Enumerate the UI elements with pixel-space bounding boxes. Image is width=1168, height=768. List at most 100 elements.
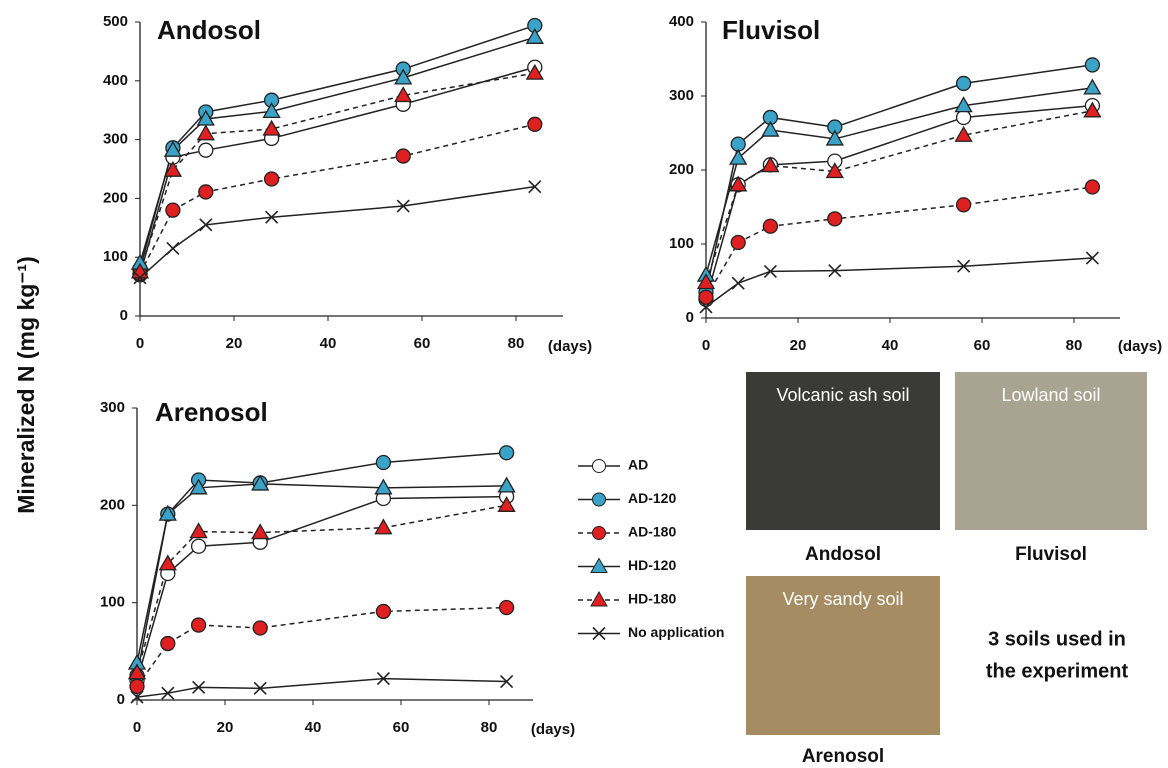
marker	[955, 75, 972, 92]
marker	[954, 125, 973, 142]
y-tick-label: 400	[103, 72, 128, 89]
marker	[761, 120, 780, 137]
marker	[133, 271, 147, 285]
x-tick-label: 0	[702, 337, 710, 354]
x-tick-label: 80	[508, 335, 525, 352]
x-tick-label: 20	[217, 719, 234, 736]
legend-marker	[592, 492, 606, 507]
marker	[158, 554, 177, 571]
x-axis-label: (days)	[1118, 338, 1162, 355]
marker	[189, 478, 208, 495]
legend-label: HD-180	[628, 591, 676, 607]
marker	[251, 523, 270, 540]
marker	[500, 674, 514, 689]
x-tick-label: 20	[790, 337, 807, 354]
marker	[525, 63, 544, 80]
marker	[825, 162, 844, 179]
marker	[957, 259, 971, 273]
series-line	[705, 64, 1093, 293]
photo-label: Fluvisol	[1015, 544, 1087, 565]
marker	[265, 210, 279, 224]
x-axis-label: (days)	[531, 721, 575, 738]
chart-title: Fluvisol	[722, 15, 820, 45]
marker	[161, 686, 175, 700]
x-tick-label: 40	[305, 719, 322, 736]
marker	[729, 175, 748, 192]
y-tick-label: 300	[103, 131, 128, 148]
x-tick-label: 80	[481, 719, 498, 736]
series-line	[136, 495, 507, 681]
y-tick-label: 500	[103, 13, 128, 30]
marker	[190, 538, 207, 554]
marker	[192, 680, 206, 694]
marker	[252, 620, 268, 636]
x-tick-label: 60	[393, 719, 410, 736]
series-line	[139, 36, 536, 264]
legend-label: AD-180	[628, 524, 676, 540]
marker	[394, 68, 413, 85]
y-tick-label: 200	[100, 496, 125, 513]
marker	[198, 142, 214, 158]
marker	[375, 603, 392, 620]
marker	[1084, 179, 1101, 195]
marker	[396, 199, 410, 213]
marker	[262, 119, 281, 136]
marker	[251, 474, 270, 491]
marker	[160, 635, 176, 652]
marker	[1083, 101, 1102, 118]
marker	[1083, 78, 1102, 95]
series-line	[136, 483, 507, 664]
marker	[525, 27, 544, 44]
marker	[199, 218, 213, 232]
legend-marker	[592, 526, 606, 540]
marker	[166, 241, 180, 255]
marker	[696, 273, 716, 290]
marker	[528, 180, 542, 194]
marker	[498, 445, 515, 461]
y-tick-label: 400	[669, 13, 694, 30]
marker	[127, 663, 147, 680]
y-axis-label: Mineralized N (mg kg⁻¹)	[13, 256, 39, 514]
marker	[827, 211, 843, 227]
legend-marker	[590, 590, 608, 607]
marker	[158, 504, 177, 521]
marker	[498, 599, 515, 616]
marker	[163, 140, 183, 157]
marker	[374, 478, 393, 495]
marker	[374, 518, 393, 535]
marker	[729, 148, 748, 165]
photo	[746, 576, 940, 735]
marker	[497, 496, 516, 512]
x-tick-label: 60	[974, 337, 991, 354]
y-tick-label: 0	[120, 307, 128, 324]
legend-marker	[592, 459, 606, 473]
marker	[376, 672, 390, 686]
series-line	[705, 186, 1093, 298]
y-tick-label: 100	[103, 248, 128, 265]
marker	[955, 109, 972, 126]
marker	[954, 96, 973, 113]
x-tick-label: 60	[414, 335, 431, 352]
marker	[698, 289, 714, 305]
x-tick-label: 40	[882, 337, 899, 354]
photo-caption: Very sandy soil	[782, 589, 903, 609]
y-tick-label: 300	[100, 399, 125, 416]
marker	[828, 264, 842, 278]
y-tick-label: 0	[117, 691, 125, 708]
x-tick-label: 0	[136, 335, 144, 352]
note: the experiment	[986, 660, 1129, 682]
marker	[190, 617, 207, 633]
y-tick-label: 200	[103, 189, 128, 206]
series-line	[705, 110, 1093, 283]
legend-label: No application	[628, 624, 724, 640]
marker	[730, 234, 746, 251]
legend-marker	[590, 557, 608, 573]
marker	[395, 148, 411, 164]
marker	[1085, 251, 1099, 265]
note: 3 soils used in	[988, 628, 1126, 650]
y-tick-label: 100	[100, 594, 125, 611]
marker	[763, 264, 777, 278]
series-line	[139, 185, 535, 279]
series-line	[705, 87, 1093, 276]
marker	[955, 197, 972, 213]
